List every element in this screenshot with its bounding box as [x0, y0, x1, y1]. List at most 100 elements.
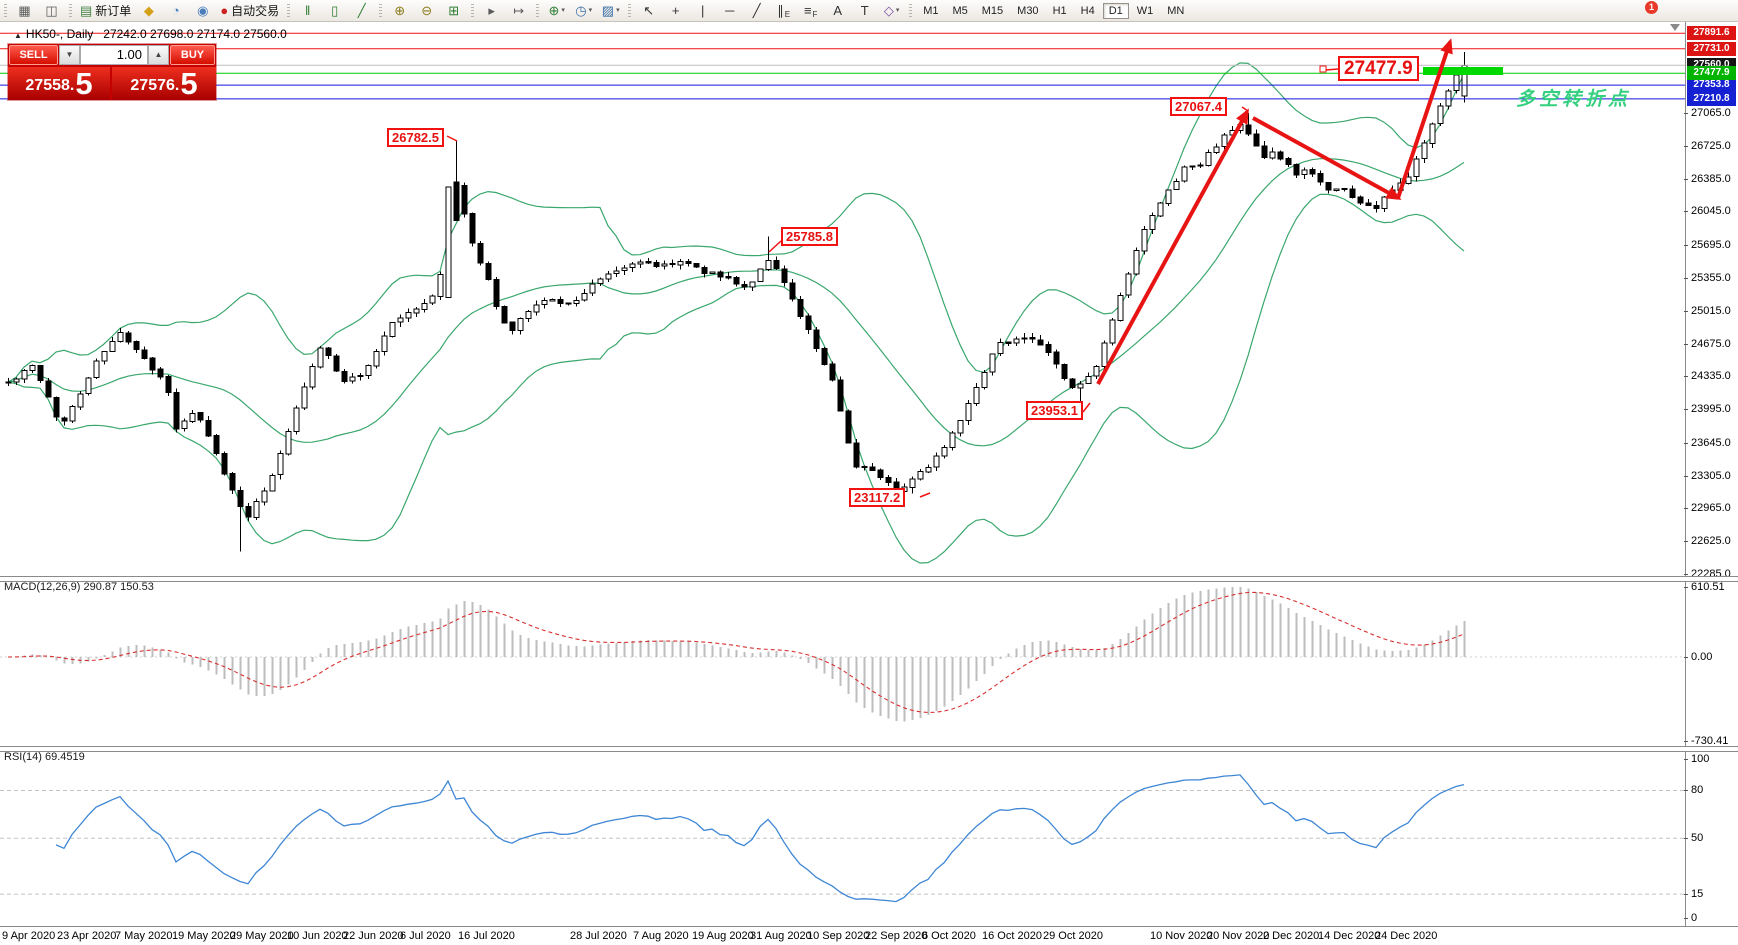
text-label-icon: T [860, 2, 869, 18]
price-axis-tick: 22625.0 [1691, 535, 1731, 548]
timeframe-w1-button[interactable]: W1 [1136, 4, 1154, 17]
rsi-indicator-label: RSI(14) 69.4519 [4, 751, 85, 763]
equidistant-channel-icon: ∥ [777, 2, 784, 18]
chevron-down-icon: ▾ [561, 6, 565, 14]
equidistant-channel-icon[interactable]: ∥ E [771, 1, 796, 21]
time-axis-label: 22 Sep 2020 [865, 930, 928, 942]
price-callout-25785.8[interactable]: 25785.8 [781, 227, 838, 246]
price-tag-27353.8: 27353.8 [1687, 78, 1736, 92]
zoom-out-icon[interactable]: ⊖ [414, 1, 439, 21]
time-axis-label: 10 Sep 2020 [807, 930, 870, 942]
main-toolbar: ▦ ◫ ▤ 新订单 ◆ ◔ ◉ ● 自动交易 ‖ ▯ ╱ ⊕ ⊖ ⊞ ▸ ↦ ⊕ ▾ ◷ ▾ ▨ ▾ ↖ + | ─ ╱ ∥ E ≡ F A T ◇… [0, 0, 1738, 22]
trend-arrow-3[interactable] [1396, 38, 1453, 199]
crosshair-icon[interactable]: + [663, 1, 688, 21]
price-axis-border [1685, 22, 1686, 926]
timeframe-m1-button[interactable]: M1 [923, 4, 939, 17]
auto-scroll-icon[interactable]: ▸ [479, 1, 504, 21]
macd-axis-tick-mark [1684, 587, 1688, 588]
callout-connector [1241, 106, 1249, 112]
toolbar-gripper [379, 3, 383, 18]
new-order-button[interactable]: ▤ 新订单 [77, 1, 134, 21]
toolbar-gripper [909, 3, 913, 18]
price-callout-27067.4[interactable]: 27067.4 [1170, 97, 1227, 116]
volume-increase-button[interactable]: ▲ [148, 45, 169, 65]
chart-shift-marker [1670, 24, 1680, 31]
toolbar-gripper [69, 3, 72, 18]
zoom-in-icon[interactable]: ⊕ [387, 1, 412, 21]
price-axis-tick-mark [1684, 145, 1688, 147]
price-axis-tick: 27065.0 [1691, 107, 1731, 119]
arrows-shapes-icon[interactable]: ◇ ▾ [879, 1, 904, 21]
bar-chart-mode-icon[interactable]: ‖ [295, 1, 320, 21]
fibonacci-icon: ≡ [803, 2, 812, 18]
toolbar-gripper [287, 3, 291, 18]
price-axis-tick-mark [1684, 343, 1688, 345]
timeframe-m15-button[interactable]: M15 [981, 4, 1004, 17]
support-highlight-bar[interactable] [1423, 67, 1503, 75]
sell-price-display[interactable]: 27558. 5 [8, 67, 110, 100]
signals-icon[interactable]: ◉ [190, 1, 215, 21]
crosshair-icon: + [671, 2, 680, 18]
chart-profiles-icon: ◫ [45, 2, 58, 18]
trend-arrow-2[interactable] [1252, 116, 1402, 200]
candles-layer [5, 52, 1468, 552]
rsi-panel-splitter[interactable] [0, 746, 1738, 752]
notification-badge[interactable]: 1 [1645, 1, 1658, 14]
price-axis-tick: 24675.0 [1691, 337, 1731, 350]
vertical-line-icon[interactable]: | [690, 1, 715, 21]
macd-signal-line [7, 591, 1465, 714]
sell-button[interactable]: SELL [9, 45, 58, 65]
macd-panel-splitter[interactable] [0, 576, 1738, 582]
price-callout-26782.5[interactable]: 26782.5 [387, 128, 444, 147]
horizontal-line-icon: ─ [725, 2, 735, 18]
price-callout-27477.9[interactable]: 27477.9 [1338, 56, 1419, 81]
volume-input[interactable]: 1.00 [80, 45, 148, 65]
rsi-axis-tick-mark [1684, 918, 1688, 919]
cursor-icon[interactable]: ↖ [636, 1, 661, 21]
buy-price-display[interactable]: 27576. 5 [112, 67, 216, 100]
timeframe-mn-button[interactable]: MN [1167, 4, 1185, 17]
trendline-icon[interactable]: ╱ [744, 1, 769, 21]
line-chart-mode-icon[interactable]: ╱ [349, 1, 374, 21]
bar-chart-mode-icon: ‖ [305, 2, 311, 18]
templates-icon[interactable]: ▨ ▾ [598, 1, 623, 21]
vertical-line-icon: | [700, 2, 705, 18]
trend-arrow-1[interactable] [1096, 108, 1249, 385]
time-axis-label: 20 Nov 2020 [1207, 930, 1270, 942]
timeframe-h4-button[interactable]: H4 [1080, 4, 1095, 17]
periods-icon[interactable]: ◷ ▾ [571, 1, 596, 21]
new-chart-icon[interactable]: ▦ [12, 1, 37, 21]
volume-decrease-button[interactable]: ▼ [59, 45, 80, 65]
navigator-icon[interactable]: ◔ [163, 1, 188, 21]
navigator-icon: ◔ [171, 2, 180, 18]
chart-profiles-icon[interactable]: ◫ [39, 1, 64, 21]
fibonacci-icon[interactable]: ≡ F [798, 1, 823, 21]
time-axis-label: 16 Jul 2020 [458, 930, 515, 942]
horizontal-line-icon[interactable]: ─ [717, 1, 742, 21]
equidistant-channel-sub-label: E [784, 9, 791, 19]
text-label-icon[interactable]: T [852, 1, 877, 21]
chart-shift-icon[interactable]: ↦ [506, 1, 531, 21]
timeframe-m5-button[interactable]: M5 [952, 4, 968, 17]
zoom-in-icon: ⊕ [394, 2, 406, 18]
candlestick-mode-icon: ▯ [331, 2, 339, 18]
timeframe-h1-button[interactable]: H1 [1052, 4, 1067, 17]
time-axis-border [0, 926, 1738, 927]
price-callout-23953.1[interactable]: 23953.1 [1026, 401, 1083, 420]
timeframe-d1-button[interactable]: D1 [1102, 2, 1129, 19]
autotrading-button[interactable]: ● 自动交易 [217, 1, 282, 21]
tile-windows-icon[interactable]: ⊞ [441, 1, 466, 21]
auto-scroll-icon: ▸ [488, 2, 495, 18]
price-axis-tick-mark [1684, 310, 1688, 312]
price-callout-23117.2[interactable]: 23117.2 [849, 488, 906, 507]
price-axis-tick: 26725.0 [1691, 139, 1731, 152]
one-click-trading-panel: SELL ▼ 1.00 ▲ BUY 27558. 5 27576. 5 [8, 44, 216, 100]
metaeditor-icon[interactable]: ◆ [136, 1, 161, 21]
candlestick-mode-icon[interactable]: ▯ [322, 1, 347, 21]
price-axis-tick-mark [1684, 245, 1688, 247]
indicators-icon[interactable]: ⊕ ▾ [544, 1, 569, 21]
timeframe-m30-button[interactable]: M30 [1017, 4, 1039, 17]
text-icon[interactable]: A [825, 1, 850, 21]
callout-connector [446, 135, 458, 142]
buy-button[interactable]: BUY [170, 45, 215, 65]
